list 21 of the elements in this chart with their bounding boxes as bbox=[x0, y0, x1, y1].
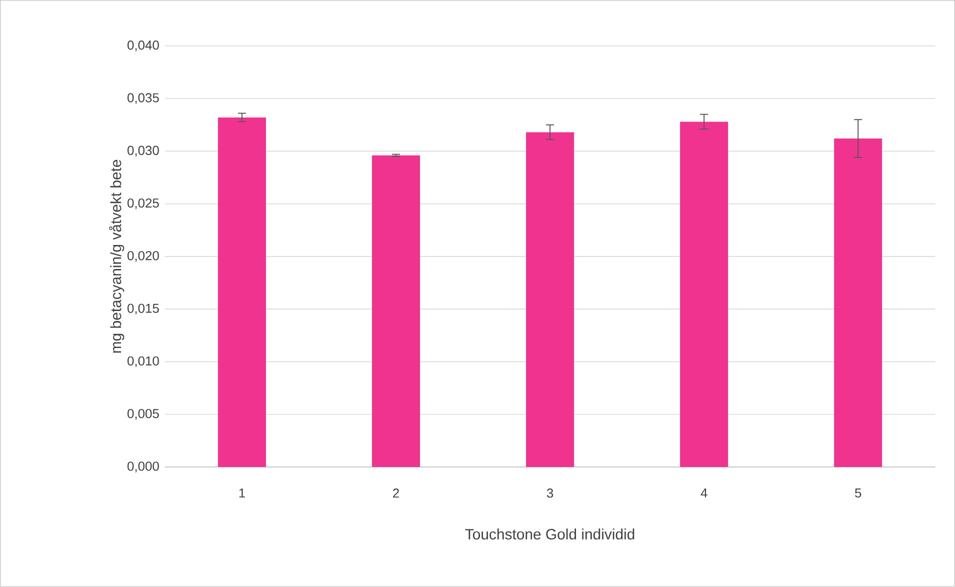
x-tick-label: 1 bbox=[239, 488, 245, 498]
bar bbox=[526, 132, 574, 468]
x-axis-title: Touchstone Gold individid bbox=[465, 528, 634, 540]
y-tick-label: 0,010 bbox=[128, 356, 159, 368]
y-tick-label: 0,025 bbox=[128, 198, 159, 210]
bar bbox=[834, 138, 882, 468]
y-tick-label: 0,000 bbox=[128, 462, 159, 472]
y-tick-label: 0,035 bbox=[128, 93, 159, 104]
x-tick-label: 4 bbox=[700, 488, 708, 498]
y-tick-label: 0,040 bbox=[128, 40, 159, 52]
x-tick-label: 5 bbox=[854, 488, 862, 498]
bar bbox=[218, 118, 266, 468]
x-tick-label: 3 bbox=[546, 488, 554, 498]
y-tick-label: 0,020 bbox=[128, 251, 159, 262]
y-tick-label: 0,030 bbox=[128, 146, 159, 157]
y-tick-label: 0,005 bbox=[128, 409, 159, 420]
bar bbox=[372, 155, 420, 468]
y-tick-label: 0,015 bbox=[128, 304, 159, 314]
y-axis-title: mg betacyanin/g våtvekt bete bbox=[109, 160, 124, 353]
bar bbox=[680, 122, 728, 468]
x-tick-label: 2 bbox=[393, 488, 399, 498]
